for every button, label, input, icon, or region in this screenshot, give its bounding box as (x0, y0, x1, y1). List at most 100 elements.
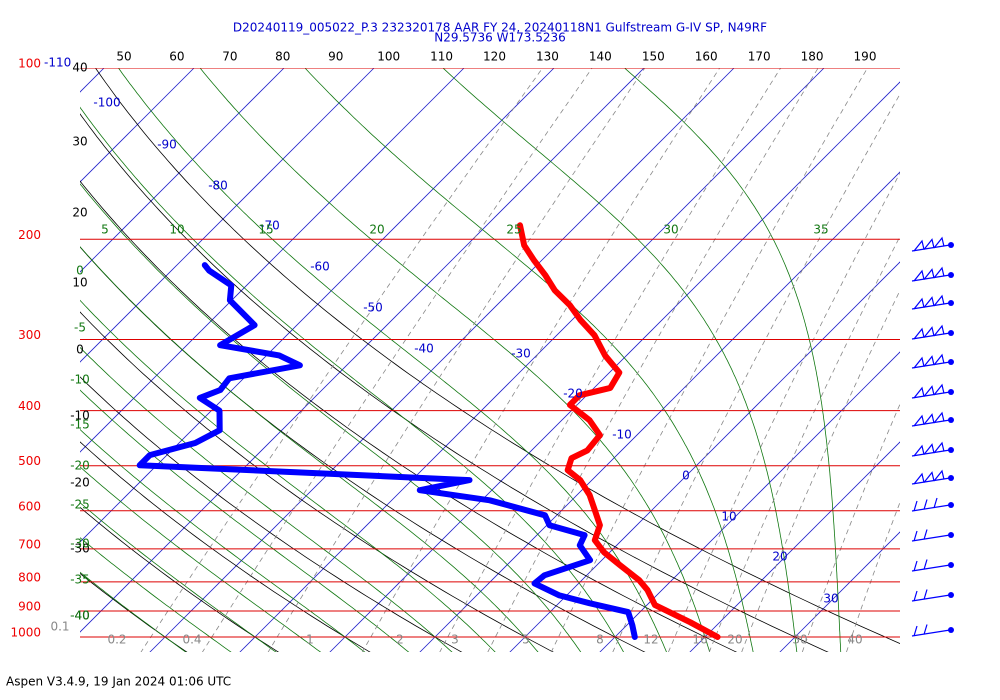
moist-adiabat-label: -25 (70, 498, 90, 512)
dry-adiabat-label: 0 (76, 343, 84, 357)
barb-staff (911, 534, 951, 542)
isotherm-label: -110 (44, 56, 71, 70)
mixing-ratio-line (708, 235, 900, 652)
dry-adiabat (80, 506, 280, 652)
mixing-ratio-label: 16 (692, 633, 707, 647)
isotherm-label: -60 (310, 260, 330, 274)
isotherm (689, 441, 900, 652)
top-tick-label: 80 (275, 50, 290, 64)
barb-station (948, 627, 954, 633)
top-tick-label: 90 (328, 50, 343, 64)
labels: -110-100-90-80-70-60-50-40 -30-20-1001020… (10, 50, 876, 647)
dry-adiabat-label: 20 (72, 206, 87, 220)
moist-adiabat-label: -35 (70, 573, 90, 587)
barb-station (948, 562, 954, 568)
barb-flag (933, 236, 945, 249)
moist-adiabat-label: 10 (169, 223, 184, 237)
dry-adiabat (80, 376, 463, 652)
barb-feather (923, 499, 928, 510)
isotherm-label: 30 (823, 592, 838, 606)
moist-adiabat (80, 346, 453, 652)
chart-subtitle: N29.5736 W173.5236 (434, 31, 566, 45)
moist-adiabat-label: 15 (258, 223, 273, 237)
moist-adiabat (623, 68, 842, 652)
pressure-label: 200 (18, 228, 41, 242)
barb-station (948, 447, 954, 453)
dry-adiabat-label: -10 (70, 409, 90, 423)
moist-adiabat (80, 466, 322, 652)
barb-feather (923, 529, 928, 540)
mixing-ratio-label: 30 (792, 633, 807, 647)
barb-flag (933, 294, 945, 307)
barb-feather (913, 560, 918, 572)
isotherm-label: 0 (682, 469, 690, 483)
top-tick-label: 140 (589, 50, 612, 64)
mixing-ratio-line (846, 501, 900, 652)
isotherm-label: 20 (772, 550, 787, 564)
isotherm (80, 68, 195, 183)
mixing-ratio-line (140, 68, 544, 652)
dry-adiabat-label: 30 (72, 135, 87, 149)
barb-flag (913, 444, 925, 457)
moist-adiabat-label: -15 (70, 418, 90, 432)
wind-barb (911, 441, 954, 457)
barb-flag (933, 383, 945, 396)
barb-staff (911, 564, 951, 572)
wind-barb (911, 294, 954, 310)
wind-barb (911, 469, 954, 485)
moist-adiabat (80, 106, 624, 652)
barb-flag (923, 443, 935, 455)
top-tick-label: 60 (169, 50, 184, 64)
barb-station (948, 272, 954, 278)
barb-flag (933, 266, 945, 279)
isotherm (80, 68, 645, 633)
temperature-profile (517, 222, 721, 640)
pressure-label: 700 (18, 537, 41, 551)
barb-flag (933, 353, 945, 366)
moist-adiabat-label: 35 (813, 223, 828, 237)
barb-flag (913, 297, 925, 310)
top-tick-label: 110 (430, 50, 453, 64)
dry-adiabat-label: 10 (72, 276, 87, 290)
top-tick-label: 160 (695, 50, 718, 64)
wind-barb (911, 353, 954, 369)
barb-flag (923, 385, 935, 397)
barb-staff (911, 504, 951, 512)
moist-adiabat (80, 299, 496, 652)
profiles (136, 222, 721, 640)
isotherm-label: 10 (721, 510, 736, 524)
moist-adiabat (80, 389, 410, 652)
top-tick-label: 70 (222, 50, 237, 64)
isotherm-label: -20 (563, 387, 583, 401)
isotherm-label: -50 (363, 301, 383, 315)
barb-flag (923, 471, 935, 483)
wind-barb (911, 383, 954, 399)
dry-adiabat-label: -20 (70, 476, 90, 490)
barb-flag (913, 239, 925, 252)
barb-station (948, 242, 954, 248)
moist-adiabat (80, 537, 232, 652)
barb-flag (923, 238, 935, 250)
isotherm-label: -40 (414, 342, 434, 356)
barb-flag (913, 269, 925, 282)
mixing-ratio-label: 3 (451, 633, 459, 647)
moist-adiabat (80, 502, 277, 652)
moist-adiabat (304, 68, 754, 652)
mixing-ratio-line (361, 68, 721, 652)
barb-station (948, 417, 954, 423)
wind-barb (911, 529, 954, 542)
barb-station (948, 475, 954, 481)
top-tick-label: 170 (748, 50, 771, 64)
isotherm-label: -30 (511, 347, 531, 361)
barb-flag (933, 469, 945, 482)
pressure-label: 900 (18, 599, 41, 613)
isotherm (149, 68, 735, 652)
mixing-ratio-line (267, 68, 646, 652)
barb-feather (913, 625, 918, 637)
barb-staff (911, 629, 951, 637)
moist-adiabat (80, 246, 539, 652)
barb-flag (923, 268, 935, 280)
moist-adiabat (80, 428, 366, 652)
